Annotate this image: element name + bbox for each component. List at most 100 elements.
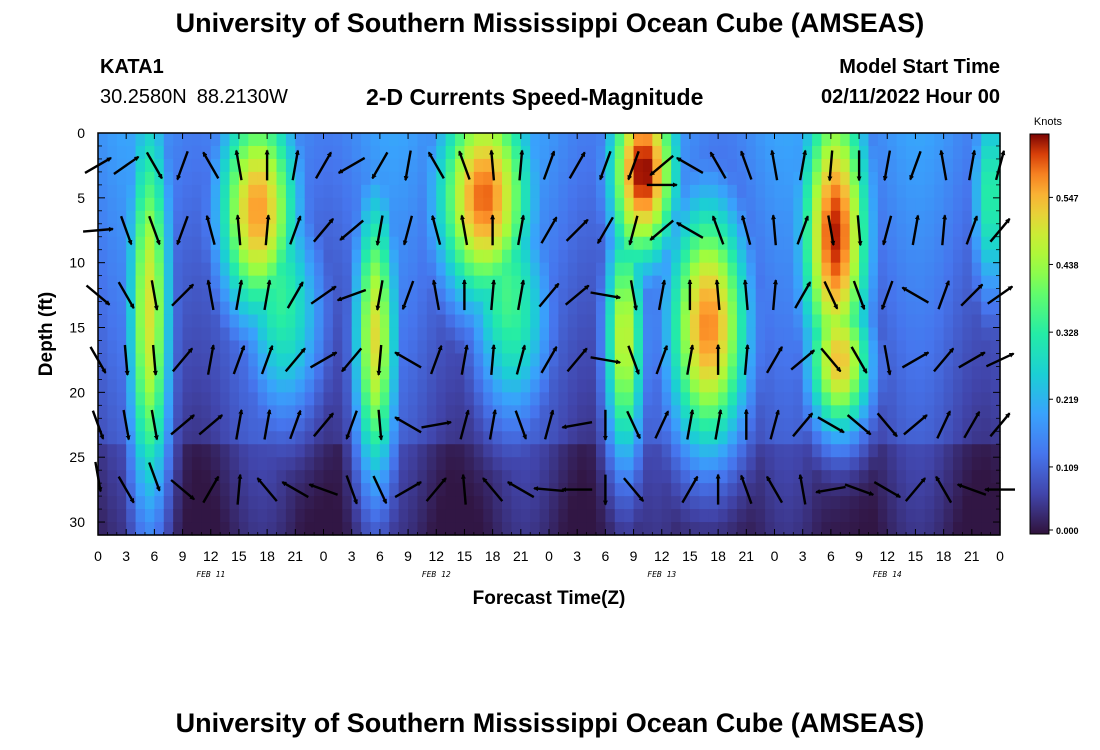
heatmap-cell — [492, 262, 503, 277]
heatmap-cell — [577, 301, 588, 316]
heatmap-cell — [379, 392, 390, 406]
heatmap-cell — [389, 171, 400, 186]
heatmap-cell — [135, 145, 146, 160]
heatmap-cell — [652, 431, 663, 445]
heatmap-cell — [107, 158, 118, 173]
heatmap-cell — [295, 133, 306, 147]
heatmap-cell — [990, 418, 1001, 432]
heatmap-cell — [107, 457, 118, 471]
current-vector — [827, 215, 836, 246]
heatmap-cell — [361, 145, 372, 160]
heatmap-cell — [642, 405, 653, 419]
heatmap-cell — [689, 236, 700, 251]
heatmap-cell — [210, 340, 221, 355]
heatmap-cell — [511, 158, 522, 173]
heatmap-cell — [849, 158, 860, 173]
heatmap-cell — [229, 327, 240, 342]
heatmap-cell — [943, 288, 954, 303]
heatmap-cell — [173, 444, 184, 458]
heatmap-cell — [220, 184, 231, 199]
heatmap-cell — [304, 327, 315, 342]
heatmap-cell — [285, 444, 296, 458]
heatmap-cell — [530, 262, 541, 277]
heatmap-cell — [614, 288, 625, 303]
heatmap-cell — [924, 197, 935, 212]
heatmap-cell — [981, 431, 992, 445]
heatmap-cell — [765, 392, 776, 406]
heatmap-cell — [661, 496, 672, 510]
heatmap-cell — [417, 184, 428, 199]
heatmap-cell — [915, 223, 926, 238]
heatmap-cell — [840, 392, 851, 406]
heatmap-cell — [605, 340, 616, 355]
heatmap-cell — [558, 431, 569, 445]
heatmap-cell — [276, 340, 287, 355]
heatmap-cell — [953, 470, 964, 484]
heatmap-cell — [990, 392, 1001, 406]
heatmap-cell — [483, 340, 494, 355]
current-vector — [880, 280, 894, 311]
heatmap-cell — [793, 158, 804, 173]
heatmap-cell — [671, 275, 682, 290]
heatmap-cell — [746, 249, 757, 264]
heatmap-cell — [567, 496, 578, 510]
heatmap-cell — [154, 405, 165, 419]
heatmap-cell — [868, 496, 879, 510]
heatmap-cell — [135, 353, 146, 368]
x-tick-label: 15 — [231, 548, 247, 564]
heatmap-cell — [135, 457, 146, 471]
heatmap-cell — [680, 405, 691, 419]
heatmap-cell — [680, 496, 691, 510]
heatmap-cell — [530, 392, 541, 406]
heatmap-cell — [417, 392, 428, 406]
current-vector — [820, 347, 842, 373]
heatmap-cell — [98, 327, 108, 342]
heatmap-cell — [624, 249, 635, 264]
x-tick-label: 12 — [428, 548, 444, 564]
heatmap-cell — [116, 496, 127, 510]
heatmap-cell — [689, 340, 700, 355]
heatmap-cell — [144, 509, 155, 523]
heatmap-cell — [361, 171, 372, 186]
heatmap-cell — [417, 418, 428, 432]
heatmap-cell — [868, 184, 879, 199]
heatmap-cell — [116, 327, 127, 342]
heatmap-cell — [285, 483, 296, 497]
heatmap-cell — [248, 379, 259, 393]
heatmap-cell — [332, 366, 343, 380]
heatmap-cell — [370, 496, 381, 510]
heatmap-cell — [934, 158, 945, 173]
heatmap-cell — [173, 379, 184, 393]
heatmap-cell — [924, 418, 935, 432]
heatmap-cell — [586, 340, 597, 355]
heatmap-cell — [426, 509, 437, 523]
heatmap-cell — [539, 392, 550, 406]
heatmap-cell — [746, 483, 757, 497]
heatmap-cell — [520, 353, 531, 368]
heatmap-cell — [849, 444, 860, 458]
heatmap-cell — [370, 379, 381, 393]
heatmap-cell — [342, 457, 353, 471]
heatmap-cell — [351, 275, 362, 290]
heatmap-cell — [426, 236, 437, 251]
current-vector — [936, 410, 952, 439]
heatmap-cell — [135, 301, 146, 316]
heatmap-cell — [492, 327, 503, 342]
current-vector — [568, 151, 586, 179]
heatmap-cell — [802, 145, 813, 160]
heatmap-cell — [943, 470, 954, 484]
heatmap-cell — [116, 340, 127, 355]
heatmap-cell — [802, 262, 813, 277]
heatmap-cell — [774, 133, 785, 147]
heatmap-cell — [502, 405, 513, 419]
heatmap-cell — [445, 340, 456, 355]
heatmap-cell — [990, 522, 1001, 536]
heatmap-cell — [727, 133, 738, 147]
heatmap-cell — [107, 197, 118, 212]
heatmap-cell — [614, 327, 625, 342]
heatmap-cell — [943, 353, 954, 368]
heatmap-cell — [473, 418, 484, 432]
colorbar-tick-label: 0.219 — [1056, 395, 1079, 405]
heatmap-cell — [567, 236, 578, 251]
